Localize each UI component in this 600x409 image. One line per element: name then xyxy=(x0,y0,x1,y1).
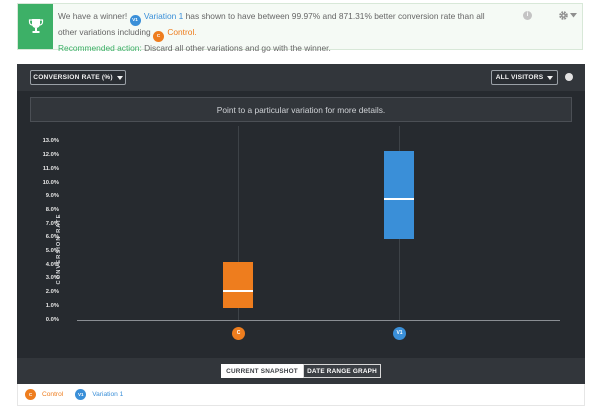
x-axis-variation-badge[interactable]: C xyxy=(232,327,245,340)
winner-variation-link[interactable]: Variation 1 xyxy=(143,11,184,21)
median-line xyxy=(223,290,253,293)
y-tick-label: 9.0% xyxy=(45,193,59,200)
chevron-down-icon xyxy=(570,12,577,17)
winner-tail-text: better conversion rate than all other va… xyxy=(58,11,485,37)
winner-high-pct: 871.31% xyxy=(338,11,372,21)
legend-label[interactable]: Variation 1 xyxy=(92,391,124,398)
y-tick-label: 11.0% xyxy=(42,165,59,172)
y-tick-label: 10.0% xyxy=(42,179,59,186)
status-dot-icon[interactable] xyxy=(565,73,573,81)
control-link[interactable]: Control. xyxy=(167,27,197,37)
winner-and-text: and xyxy=(322,11,337,21)
y-tick-label: 8.0% xyxy=(45,206,59,213)
segment-dropdown[interactable]: ALL VISITORS xyxy=(491,70,558,85)
legend-badge: V1 xyxy=(75,389,87,400)
recommended-action-text: Discard all other variations and go with… xyxy=(144,43,331,53)
date-range-graph-tab[interactable]: DATE RANGE GRAPH xyxy=(303,364,381,378)
winner-mid-text: has shown to have between xyxy=(185,11,290,21)
y-tick-label: 2.0% xyxy=(45,289,59,296)
current-snapshot-tab[interactable]: CURRENT SNAPSHOT xyxy=(221,364,303,378)
winner-banner: We have a winner! V1 Variation 1 has sho… xyxy=(17,3,583,53)
y-tick-label: 1.0% xyxy=(45,302,59,309)
info-icon[interactable]: i xyxy=(523,11,532,20)
gear-icon xyxy=(559,10,568,20)
variation-1-badge: V1 xyxy=(129,15,141,26)
card-header: CONVERSION RATE (%) ALL VISITORS xyxy=(17,64,585,91)
metric-dropdown[interactable]: CONVERSION RATE (%) xyxy=(30,70,126,85)
segment-dropdown-label: ALL VISITORS xyxy=(495,74,544,81)
conversion-rate-chart: CONVERSION RATE 0.0% 1.0% 2.0% 3.0% 4.0% 5.0%… xyxy=(17,126,585,356)
chart-hint: Point to a particular variation for more… xyxy=(30,97,572,122)
legend-label[interactable]: Control xyxy=(42,391,64,398)
chevron-down-icon xyxy=(547,75,554,80)
conversion-range-bar[interactable] xyxy=(384,151,414,240)
y-tick-label: 0.0% xyxy=(45,316,59,323)
winner-message: We have a winner! V1 Variation 1 has sho… xyxy=(58,10,498,54)
legend-badge: C xyxy=(25,389,36,400)
winner-low-pct: 99.97% xyxy=(291,11,321,21)
y-tick-label: 3.0% xyxy=(45,275,59,282)
winner-intro: We have a winner! xyxy=(58,11,128,21)
x-axis-line xyxy=(77,320,560,321)
card-footer: CURRENT SNAPSHOT DATE RANGE GRAPH xyxy=(17,358,585,384)
y-tick-label: 4.0% xyxy=(45,261,59,268)
variation-column-guide xyxy=(238,126,239,320)
trophy-icon xyxy=(18,4,53,49)
settings-dropdown[interactable] xyxy=(558,8,582,22)
x-axis-variation-badge[interactable]: V1 xyxy=(393,327,406,340)
chevron-down-icon xyxy=(116,75,123,80)
y-tick-label: 5.0% xyxy=(45,248,59,254)
report-card: CONVERSION RATE (%) ALL VISITORS Point t… xyxy=(17,64,585,384)
y-tick-label: 13.0% xyxy=(42,138,59,145)
metric-dropdown-label: CONVERSION RATE (%) xyxy=(33,74,113,81)
y-tick-label: 7.0% xyxy=(45,220,59,227)
y-tick-label: 12.0% xyxy=(42,152,59,159)
chart-legend: C Control V1 Variation 1 xyxy=(17,384,585,406)
recommended-action-label: Recommended action: xyxy=(58,43,142,53)
conversion-range-bar[interactable] xyxy=(223,262,253,308)
median-line xyxy=(384,198,414,201)
y-tick-label: 6.0% xyxy=(45,234,59,241)
control-badge: C xyxy=(152,31,164,42)
